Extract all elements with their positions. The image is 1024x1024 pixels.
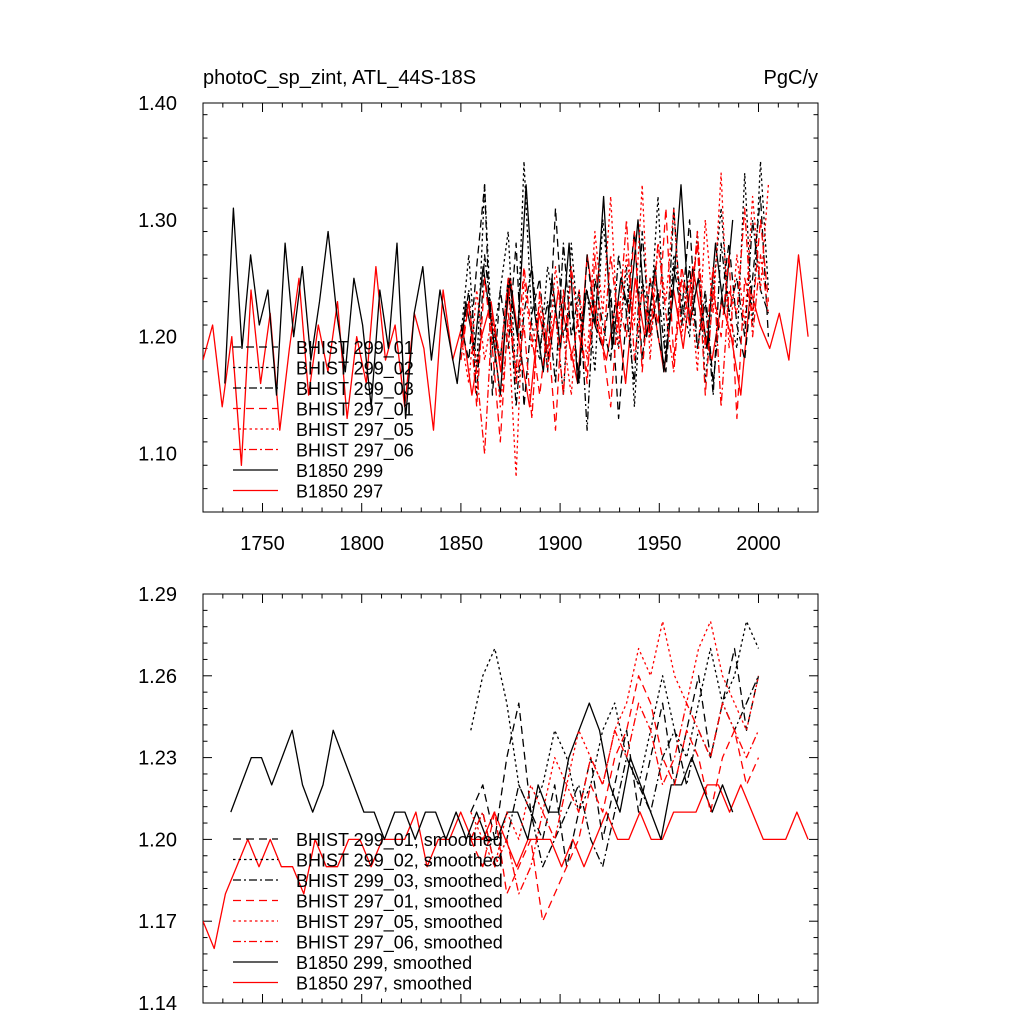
x-tick-label: 1750	[240, 533, 285, 555]
y-tick-label: 1.20	[138, 327, 177, 349]
series-line	[230, 702, 734, 841]
legend-label: BHIST 299_02	[296, 359, 414, 380]
series-line	[470, 675, 760, 868]
x-tick-label: 2000	[736, 533, 781, 555]
x-tick-label: 1950	[637, 533, 682, 555]
legend-label: BHIST 297_06	[296, 441, 414, 462]
series-line	[470, 620, 760, 868]
chart-units: PgC/y	[764, 67, 818, 89]
plot-frame	[202, 102, 819, 513]
x-tick-label: 1850	[439, 533, 484, 555]
legend-label: BHIST 297_01, smoothed	[296, 892, 503, 913]
series-line	[203, 784, 809, 950]
y-tick-label: 1.23	[138, 748, 177, 770]
legend-label: B1850 297	[296, 482, 383, 502]
y-tick-label: 1.26	[138, 666, 177, 688]
top-panel: 1750 1800 1850 1900 1950 2000 1.10 1.20 1.30 1.40…	[138, 93, 819, 555]
y-tick-label: 1.10	[138, 444, 177, 466]
legend-label: B1850 299, smoothed	[296, 953, 472, 973]
legend-label: BHIST 297_06, smoothed	[296, 933, 503, 954]
series-line	[460, 172, 770, 478]
x-tick-label: 1900	[538, 533, 583, 555]
y-tick-label: 1.40	[138, 93, 177, 115]
series-line	[470, 620, 760, 813]
series-line	[470, 647, 760, 868]
legend-label: BHIST 299_01	[296, 338, 414, 359]
y-tick-label: 1.30	[138, 210, 177, 232]
plot-frame	[202, 593, 819, 1004]
y-tick-label: 1.20	[138, 829, 177, 851]
series-line	[460, 207, 770, 455]
series-line	[470, 675, 760, 922]
chart-title: photoC_sp_zint, ATL_44S-18S	[203, 67, 476, 89]
series-line	[470, 702, 760, 895]
legend-label: BHIST 297_05	[296, 420, 414, 441]
legend-label: B1850 297, smoothed	[296, 974, 472, 994]
x-tick-label: 1800	[339, 533, 384, 555]
legend-label: BHIST 299_03	[296, 379, 414, 400]
legend-label: BHIST 297_01	[296, 400, 414, 421]
legend-label: BHIST 299_02, smoothed	[296, 851, 503, 872]
series-line	[460, 207, 770, 443]
legend-label: B1850 299	[296, 461, 383, 481]
y-tick-label: 1.17	[138, 911, 177, 933]
legend-label: BHIST 299_01, smoothed	[296, 830, 503, 851]
y-tick-label: 1.29	[138, 584, 177, 606]
legend-label: BHIST 297_05, smoothed	[296, 912, 503, 933]
bottom-panel: 1.14 1.17 1.20 1.23 1.26 1.29 BHIST 299_01, sm…	[138, 584, 819, 1015]
legend-label: BHIST 299_03, smoothed	[296, 871, 503, 892]
series-line	[460, 207, 770, 431]
y-tick-label: 1.14	[138, 993, 177, 1015]
